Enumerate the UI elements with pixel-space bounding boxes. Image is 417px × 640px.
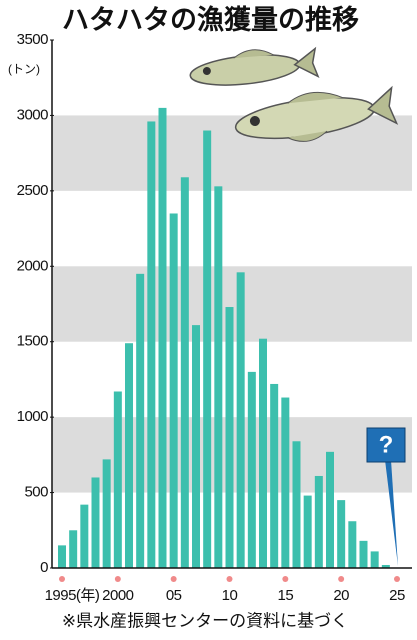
bar [169, 213, 178, 568]
x-tick-dot [282, 576, 289, 582]
bar [225, 307, 234, 568]
x-tick-label: 25 [389, 587, 405, 604]
bar [359, 540, 368, 568]
fish-illustration [189, 46, 399, 142]
y-tick-label: 1500 [17, 333, 49, 350]
x-tick-dot [114, 576, 121, 582]
grid-band [52, 115, 412, 191]
y-tick-label: 1000 [17, 408, 49, 425]
bar [125, 343, 133, 568]
x-tick-label: 1995(年) [45, 587, 100, 604]
bar [113, 391, 122, 568]
x-tick-label: 20 [333, 587, 349, 604]
x-tick-label: 15 [277, 587, 293, 604]
bar [348, 521, 357, 568]
source-note: ※県水産振興センターの資料に基づく [62, 611, 348, 630]
bar [337, 500, 346, 568]
bar [102, 459, 111, 568]
bar [236, 272, 245, 568]
bar [58, 545, 66, 568]
x-tick-label: 10 [222, 587, 238, 604]
bar [259, 338, 267, 568]
bar [180, 177, 189, 568]
bar [303, 495, 312, 568]
bar [147, 121, 156, 568]
bar [314, 475, 323, 568]
bar [91, 477, 100, 568]
bar [214, 186, 223, 568]
y-tick-label: 2000 [17, 257, 49, 274]
x-tick-dot [338, 576, 345, 582]
bar [158, 107, 167, 568]
annotation: ? [379, 431, 394, 458]
x-tick-label: 2000 [102, 587, 134, 604]
bar [203, 130, 212, 568]
chart-title: ハタハタの漁獲量の推移 [62, 5, 359, 35]
y-tick-label: 3000 [17, 106, 49, 123]
bar [292, 441, 301, 568]
x-tick-dot [394, 576, 400, 582]
annotation-box [366, 427, 406, 463]
bar [381, 564, 390, 568]
y-unit: (トン) [8, 62, 40, 76]
x-tick-dot [59, 576, 65, 582]
bar [270, 383, 279, 568]
y-tick-label: 0 [40, 559, 48, 576]
x-tick-dot [226, 576, 233, 582]
y-tick-label: 500 [24, 484, 48, 501]
bar [281, 397, 290, 568]
bar [326, 451, 334, 568]
x-tick-dot [170, 576, 177, 582]
y-tick-label: 2500 [17, 182, 49, 199]
bar [69, 530, 78, 568]
plot-area [50, 39, 412, 569]
bar [370, 551, 379, 568]
bar [136, 273, 145, 568]
y-tick-label: 3500 [17, 31, 49, 48]
bar [247, 371, 256, 568]
annotation-pole [385, 460, 398, 566]
bar [192, 325, 200, 568]
bar [80, 504, 89, 568]
x-tick-label: 05 [166, 587, 182, 604]
